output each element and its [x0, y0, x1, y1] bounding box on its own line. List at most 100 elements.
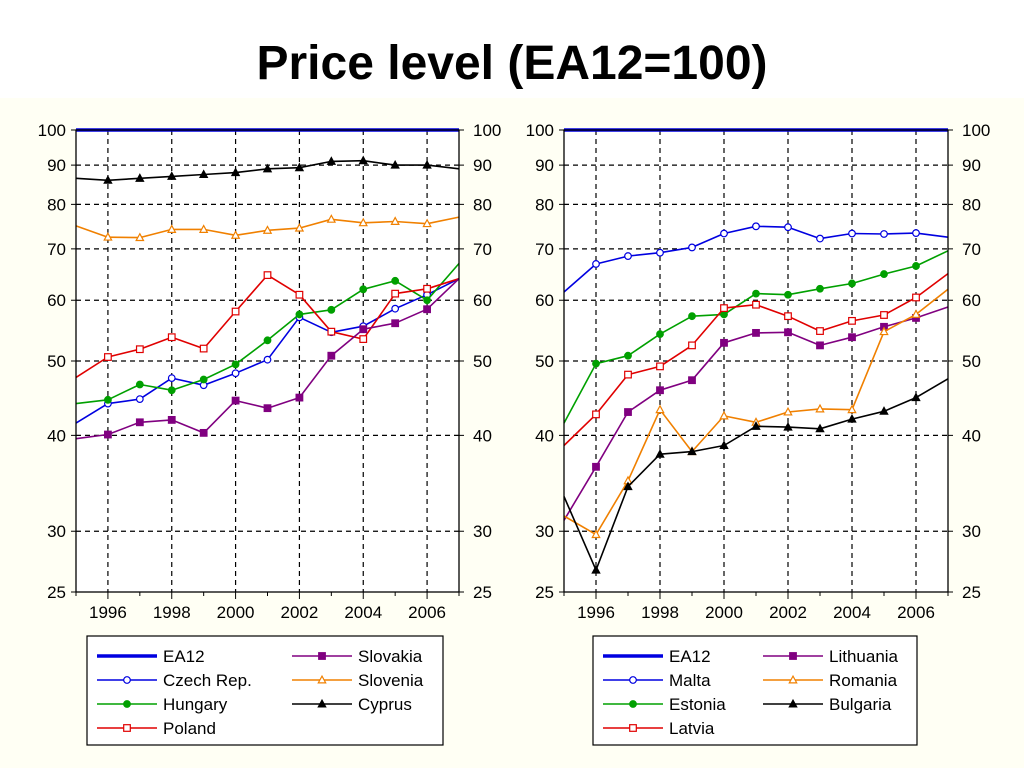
chart-2-point-bulgaria-1996 [591, 564, 601, 574]
chart-1-ytick-left-60: 60 [47, 291, 66, 310]
chart-2-legend: EA12 Malta Estonia Latvia Lithuania Romania Bu… [592, 635, 918, 746]
chart-1-point-slovenia-2003 [326, 214, 337, 223]
chart-2-point-lithuania-1999 [688, 376, 696, 385]
chart-2-point-estonia-1998 [656, 330, 664, 339]
chart-1-point-hungary-2001 [263, 336, 272, 345]
chart-1-legend-label-czech-rep: Czech Rep. [163, 671, 252, 690]
chart-2-point-romania-2003 [815, 403, 825, 413]
chart-1-point-czech-rep-2005 [391, 304, 400, 313]
chart-1-point-slovakia-2002 [295, 393, 304, 402]
chart-1-point-cyprus-1996 [103, 175, 113, 184]
chart-2-point-estonia-2004 [848, 279, 856, 288]
chart-2-legend-label-romania: Romania [829, 671, 898, 690]
chart-2-point-romania-2000 [719, 410, 729, 420]
chart-2-legend-label-ea12: EA12 [669, 647, 711, 666]
chart-2-ytick-right-25: 25 [962, 583, 981, 602]
chart-1-point-slovakia-2003 [327, 351, 336, 360]
chart-1-point-slovakia-1996 [104, 430, 112, 439]
chart-2-point-estonia-2001 [752, 289, 760, 298]
chart-2-point-lithuania-1997 [624, 408, 632, 416]
chart-1-point-poland-2003 [327, 327, 336, 336]
chart-2-point-lithuania-2004 [848, 333, 856, 342]
chart-2-point-lithuania-1998 [656, 386, 664, 395]
chart-1-ytick-left-70: 70 [47, 240, 66, 259]
chart-1-point-cyprus-2005 [390, 159, 400, 169]
chart-2-ytick-left-90: 90 [535, 156, 554, 175]
chart-2-ytick-left-40: 40 [535, 426, 554, 445]
chart-1-ytick-right-40: 40 [473, 426, 492, 445]
chart-2-ytick-left-50: 50 [535, 352, 554, 371]
chart-2-point-latvia-1999 [688, 341, 696, 350]
chart-2-legend-marker-estonia [629, 700, 637, 708]
chart-1-ytick-right-25: 25 [473, 583, 492, 602]
chart-2-ytick-left-25: 25 [535, 583, 554, 602]
chart-1-point-slovenia-2000 [230, 230, 241, 239]
chart-1-legend: EA12 Czech Rep. Hungary Poland Slovakia Slove… [86, 635, 444, 746]
chart-2-point-malta-2006 [912, 229, 920, 237]
chart-2-point-estonia-1997 [624, 351, 632, 360]
chart-1-legend-label-slovakia: Slovakia [358, 647, 423, 666]
chart-1-xtick-2004: 2004 [344, 603, 382, 622]
chart-1-point-slovenia-1996 [103, 232, 113, 241]
chart-2-legend-marker-lithuania [789, 652, 797, 660]
chart-2-point-estonia-1996 [592, 359, 600, 368]
chart-1-point-poland-2005 [391, 289, 400, 298]
chart-2-point-malta-2002 [784, 223, 792, 232]
chart-2-point-romania-1998 [655, 404, 665, 414]
chart-1-xtick-1996: 1996 [89, 603, 127, 622]
chart-2-legend-marker-latvia [629, 724, 637, 732]
chart-1-ytick-right-30: 30 [473, 522, 492, 541]
chart-2-point-estonia-2000 [720, 310, 728, 319]
chart-2-xtick-2004: 2004 [833, 603, 871, 622]
chart-2-ytick-right-100: 100 [962, 121, 990, 140]
chart-2-point-lithuania-2002 [784, 328, 792, 337]
chart-2-point-bulgaria-2005 [879, 406, 889, 415]
chart-2-point-estonia-1999 [688, 312, 696, 321]
chart-2-point-bulgaria-2002 [783, 421, 793, 431]
chart-2-legend-label-latvia: Latvia [669, 719, 715, 738]
chart-2-point-romania-2004 [847, 404, 857, 414]
chart-1-point-slovenia-1999 [198, 224, 209, 233]
chart-2-point-bulgaria-1999 [687, 446, 697, 456]
chart-1-plot-frame [75, 129, 460, 593]
chart-2-point-latvia-1996 [592, 410, 600, 419]
chart-1-xtick-2000: 2000 [217, 603, 255, 622]
chart-1-point-cyprus-1997 [135, 173, 145, 182]
chart-1-ytick-right-60: 60 [473, 291, 492, 310]
chart-1-point-cyprus-1998 [167, 171, 177, 180]
chart-1-series-hungary [75, 262, 460, 405]
chart-2-legend-marker-malta [629, 676, 637, 684]
chart-2-point-latvia-2001 [752, 300, 760, 309]
chart-1-ytick-left-80: 80 [47, 195, 66, 214]
chart-2-point-romania-2006 [911, 309, 921, 318]
chart-2-point-malta-1997 [624, 252, 632, 260]
chart-1-legend-marker-hungary [123, 700, 131, 708]
chart-2-ytick-right-80: 80 [962, 195, 981, 214]
chart-1-ytick-left-100: 100 [38, 121, 66, 140]
chart-1-ytick-left-25: 25 [47, 583, 66, 602]
chart-2-point-lithuania-2001 [752, 328, 760, 337]
chart-2-point-malta-2005 [880, 230, 888, 238]
chart-1-series-slovenia [75, 214, 460, 242]
chart-2-point-lithuania-2000 [720, 338, 728, 347]
chart-1-point-hungary-1996 [104, 395, 112, 404]
chart-2-series-latvia [563, 272, 949, 447]
chart-2-point-bulgaria-2001 [751, 421, 761, 430]
chart-1-series-poland [75, 271, 460, 379]
chart-1-point-slovakia-2000 [231, 396, 240, 405]
chart-1-point-cyprus-2006 [422, 159, 432, 169]
chart-1-legend-marker-czech-rep [123, 676, 131, 684]
chart-1-series-slovakia [75, 278, 460, 440]
chart-2-point-bulgaria-2003 [815, 423, 825, 433]
chart-1-point-cyprus-2003 [326, 156, 337, 165]
chart-2-xtick-2002: 2002 [769, 603, 807, 622]
slide-title: Price level (EA12=100) [256, 37, 768, 90]
chart-2-xtick-2006: 2006 [897, 603, 935, 622]
chart-1-point-poland-1998 [167, 333, 176, 342]
chart-1-point-poland-2000 [231, 307, 240, 316]
chart-2-ytick-right-60: 60 [962, 291, 981, 310]
chart-1-legend-label-hungary: Hungary [163, 695, 228, 714]
chart-2-point-latvia-2000 [720, 304, 728, 313]
chart-2-point-malta-1998 [656, 248, 664, 257]
